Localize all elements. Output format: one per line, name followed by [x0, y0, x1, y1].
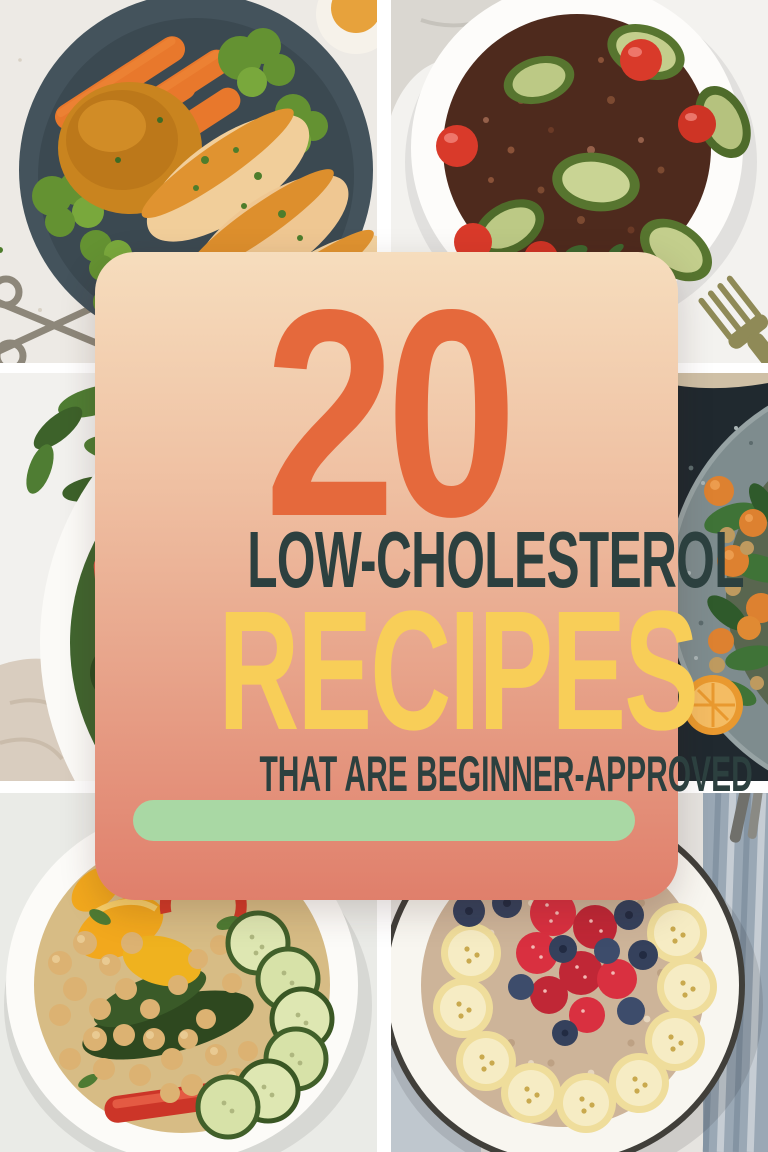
subtitle: THAT ARE BEGINNER-APPROVED [259, 746, 753, 802]
cutlery-icon [729, 793, 764, 843]
overlay-card: 20 LOW-CHOLESTEROL RECIPES THAT ARE BEGI… [95, 248, 753, 900]
photo-quinoa-veggie-bowl [391, 0, 768, 363]
recipe-count: 20 [264, 248, 518, 578]
title-recipes: RECIPES [218, 576, 699, 766]
green-accent-bar [133, 800, 635, 841]
title-low-cholesterol: LOW-CHOLESTEROL [247, 515, 744, 604]
fork-icon [698, 275, 768, 363]
